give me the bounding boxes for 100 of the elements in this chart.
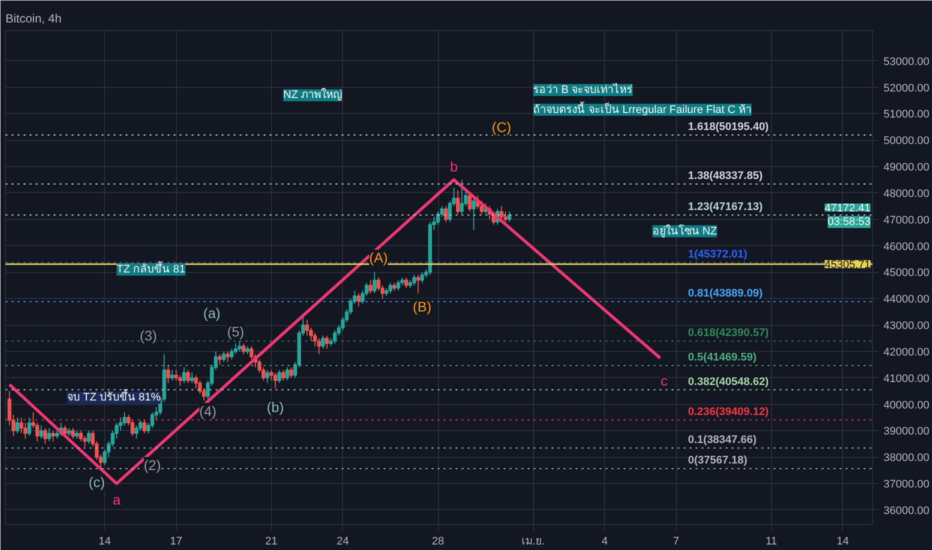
y-tick-label: 42000.00 [884, 346, 930, 358]
candlestick [226, 350, 230, 363]
annotation: อยู่ในโซน NZ [652, 223, 718, 238]
annotation: (3) [140, 328, 157, 344]
candlestick [218, 354, 222, 366]
ref-line-label: 0.81(43889.09) [688, 288, 763, 300]
annotation: (c) [88, 474, 105, 490]
candlestick [39, 424, 44, 440]
ref-line-label: 1.618(50195.40) [688, 120, 770, 133]
candlestick [472, 198, 476, 230]
candlestick [396, 280, 400, 292]
annotation: รอว่า B จะจบเท่าไหร่ [533, 82, 633, 96]
candlestick [404, 277, 408, 289]
ref-line-label: 1.23(47167.13) [688, 200, 763, 213]
candlestick [285, 366, 290, 382]
annotation: c [660, 372, 668, 389]
annotation: (5) [227, 324, 244, 340]
candlestick [51, 430, 56, 442]
candlestick [332, 330, 337, 344]
candlestick [190, 372, 194, 384]
candlestick [372, 272, 376, 294]
y-tick-label: 46000.00 [884, 240, 930, 253]
candlestick [368, 280, 372, 294]
annotation: (A) [369, 250, 388, 266]
annotation: a [112, 491, 121, 508]
candlestick [269, 369, 274, 382]
y-tick-label: 48000.00 [884, 188, 930, 200]
x-tick-label: 24 [336, 536, 349, 548]
ref-line-label: 0.1(38347.66) [688, 434, 757, 446]
candlestick [222, 350, 226, 363]
annotation: (2) [144, 457, 161, 474]
candlestick [500, 206, 504, 220]
candlestick [242, 343, 246, 355]
x-tick-label: 7 [673, 536, 680, 548]
candlestick [273, 372, 278, 389]
candlestick [460, 179, 464, 215]
candlestick [16, 417, 20, 434]
candlestick [27, 417, 32, 437]
y-tick-label: 39000.00 [884, 426, 930, 438]
annotation: b [450, 158, 458, 175]
y-tick-label: 52000.00 [884, 82, 930, 94]
y-tick-label: 49000.00 [884, 162, 930, 174]
candlestick [508, 210, 512, 223]
ref-line-label: 1(45372.01) [688, 248, 748, 260]
candlestick [170, 369, 174, 382]
candlestick [265, 369, 270, 384]
candlestick [388, 282, 392, 294]
y-tick-label: 51000.00 [884, 108, 930, 121]
candlestick [416, 274, 420, 294]
candlestick [71, 428, 75, 440]
annotation: TZ กลับขึ้น 81 [116, 260, 186, 276]
annotation: ถ้าจบตรงนี้ จะเป็น Lrregular Failure Flat C ห้า [533, 100, 752, 116]
candlestick [166, 364, 170, 384]
candlestick [356, 292, 361, 308]
candlestick [47, 428, 52, 442]
ref-line-label: 0.618(42390.57) [688, 327, 770, 340]
candlestick [43, 428, 48, 444]
annotation: (a) [203, 305, 220, 322]
ref-line-label: 0(37567.18) [688, 454, 748, 467]
candlestick [325, 335, 329, 350]
y-tick-label: 44000.00 [884, 294, 930, 306]
candlestick [444, 206, 448, 223]
x-tick-label: 14 [98, 536, 111, 548]
candlestick [86, 430, 91, 444]
annotation: 03:58:53 [828, 216, 871, 228]
candlestick [289, 366, 294, 378]
chart-title: Bitcoin, 4h [6, 12, 62, 26]
annotation: (B) [412, 298, 432, 315]
y-tick-label: 45000.00 [884, 267, 930, 280]
ref-line-label: 0.5(41469.59) [688, 351, 757, 364]
candlestick [412, 274, 416, 286]
y-tick-label: 50000.00 [884, 135, 930, 148]
x-tick-label: 17 [170, 536, 182, 548]
annotation: (4) [199, 402, 216, 419]
candlestick [182, 366, 186, 384]
candlestick [277, 369, 282, 384]
y-tick-label: 53000.00 [884, 56, 930, 68]
candlestick [420, 272, 424, 284]
annotation: 47172.41 [824, 202, 871, 214]
y-tick-label: 47000.00 [884, 214, 930, 226]
x-tick-label: 4 [602, 536, 608, 548]
y-tick-label: 41000.00 [884, 372, 930, 385]
annotation: NZ ภาพใหญ่ [283, 88, 342, 102]
ref-line-label: 0.382(40548.62) [688, 376, 770, 388]
candlestick [142, 420, 146, 434]
x-tick-label: 14 [836, 536, 849, 548]
annotation: จบ TZ ปรับขึ้น 81% [67, 388, 161, 404]
x-tick-label: 28 [432, 536, 444, 548]
x-tick-label: 21 [265, 536, 278, 548]
y-tick-label: 38000.00 [884, 452, 930, 464]
annotation: (C) [492, 118, 512, 135]
ref-line-label: 1.38(48337.85) [688, 170, 763, 182]
x-tick-label: เม.ย. [522, 536, 545, 548]
ref-line-label: 0.236(39409.12) [688, 406, 770, 418]
candlestick [456, 190, 460, 215]
candlestick [234, 343, 238, 355]
annotation: (b) [266, 398, 284, 415]
candlestick [238, 340, 242, 352]
candlestick [321, 335, 325, 350]
candlestick [281, 369, 286, 382]
